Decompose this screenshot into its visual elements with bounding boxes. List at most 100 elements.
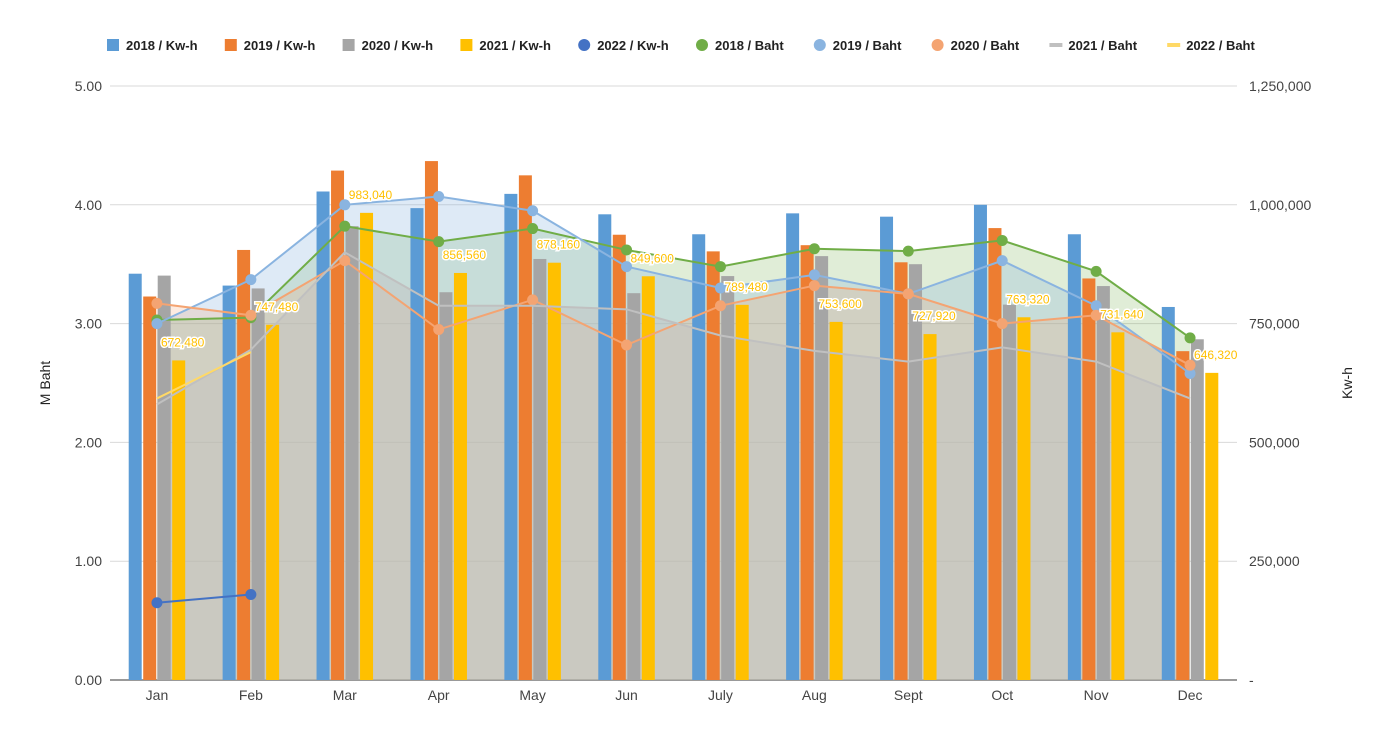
bar-2021-kw-h (360, 212, 374, 681)
x-axis-tick-label: Mar (333, 687, 357, 703)
bar-2019-kw-h (518, 175, 532, 681)
bar-2018-kw-h (1161, 306, 1175, 680)
data-label: 731,640 (1100, 307, 1144, 321)
legend-swatch-square (460, 39, 473, 51)
bar-2021-kw-h (923, 334, 937, 680)
legend-item-2018-kw-h[interactable]: 2018 / Kw-h (107, 38, 198, 53)
point-2018-baht (433, 236, 445, 248)
bar-2021-kw-h (1017, 317, 1031, 680)
bar-2020-kw-h (1002, 304, 1016, 680)
point-2020-baht (902, 288, 914, 300)
legend-label: 2022 / Kw-h (597, 38, 669, 53)
legend-item-2019-baht[interactable]: 2019 / Baht (813, 38, 902, 53)
bar-2019-kw-h (612, 234, 626, 680)
right-axis-title: Kw-h (1339, 367, 1355, 399)
bar-2018-kw-h (316, 191, 330, 681)
data-label: 753,600 (818, 297, 862, 311)
gridlines (110, 85, 1237, 681)
line-2018-baht (156, 225, 1191, 339)
legend-swatch-square (342, 39, 355, 51)
data-labels: 672,480 747,480 983,040 856,560 878,160 849,6… (159, 186, 1239, 363)
x-axis-tick-label: July (708, 687, 733, 703)
point-2019-baht (714, 282, 726, 294)
bar-2020-kw-h (1096, 286, 1110, 680)
bar-2020-kw-h (345, 226, 359, 680)
legend-swatch-dot (931, 39, 944, 51)
legend-swatch-dash (1167, 43, 1181, 47)
point-2019-baht (996, 255, 1008, 267)
x-axis-tick-label: Aug (802, 687, 827, 703)
bar-2018-kw-h (222, 285, 236, 680)
right-axis-tick-label: 250,000 (1249, 553, 1300, 569)
left-axis-tick-label: 1.00 (75, 553, 102, 569)
left-axis-title: M Baht (37, 361, 53, 405)
legend-label: 2018 / Kw-h (126, 38, 198, 53)
point-2020-baht (527, 294, 539, 306)
bar-2018-kw-h (880, 216, 894, 680)
point-2018-baht (621, 244, 633, 256)
bar-2020-kw-h (1190, 339, 1204, 680)
data-label: 763,320 (1006, 292, 1050, 306)
point-2018-baht (527, 223, 539, 235)
bar-2018-kw-h (410, 208, 424, 680)
point-2019-baht (621, 261, 633, 273)
bar-2019-kw-h (800, 245, 814, 680)
legend-swatch-dot (813, 39, 826, 51)
bar-2021-kw-h (547, 262, 561, 680)
point-2018-baht (1090, 265, 1102, 277)
legend-label: 2019 / Kw-h (244, 38, 316, 53)
legend-item-2022-kw-h[interactable]: 2022 / Kw-h (578, 38, 669, 53)
legend-swatch-square (224, 39, 237, 51)
bar-2021-kw-h (1111, 332, 1125, 680)
point-2019-baht (1184, 367, 1196, 379)
legend-item-2019-kw-h[interactable]: 2019 / Kw-h (224, 38, 316, 53)
legend-swatch-dash (1049, 43, 1063, 47)
legend-swatch-dot (696, 39, 708, 51)
point-2022-kw-h (245, 588, 257, 600)
legend-label: 2020 / Kw-h (362, 38, 434, 53)
data-label: 747,480 (255, 300, 299, 314)
legend-label: 2020 / Baht (951, 38, 1020, 53)
right-axis-tick-label: 1,250,000 (1249, 78, 1311, 94)
data-label: 727,920 (912, 309, 956, 323)
bar-2020-kw-h (533, 258, 547, 680)
bar-2018-kw-h (598, 214, 612, 680)
line-2022-baht (156, 351, 252, 400)
left-axis-tick-label: 0.00 (75, 672, 102, 688)
point-2018-baht (808, 243, 820, 255)
legend-item-2020-kw-h[interactable]: 2020 / Kw-h (342, 38, 434, 53)
left-axis-tick-label: 4.00 (75, 197, 102, 213)
bar-2020-kw-h (439, 292, 453, 680)
legend-label: 2019 / Baht (833, 38, 902, 53)
x-axis-tick-label: Apr (428, 687, 450, 703)
legend-label: 2021 / Kw-h (479, 38, 551, 53)
legend[interactable]: 2018 / Kw-h 2019 / Kw-h 2020 / Kw-h 2021 / … (107, 38, 1256, 53)
left-axis-tick-label: 5.00 (75, 78, 102, 94)
legend-item-2020-baht[interactable]: 2020 / Baht (931, 38, 1020, 53)
data-label: 789,480 (724, 280, 768, 294)
bar-2019-kw-h (331, 170, 345, 680)
bar-2019-kw-h (424, 161, 438, 680)
bar-2019-kw-h (1176, 351, 1190, 680)
data-label: 672,480 (161, 335, 205, 349)
bar-2018-kw-h (692, 234, 706, 681)
legend-item-2022-baht[interactable]: 2022 / Baht (1167, 38, 1256, 53)
axes: 0.00 - 1.00 250,000 2.00 500,000 3.00 750,000 4.… (37, 78, 1355, 703)
legend-item-2018-baht[interactable]: 2018 / Baht (696, 38, 784, 53)
point-2020-baht (245, 309, 257, 321)
legend-item-2021-baht[interactable]: 2021 / Baht (1049, 38, 1138, 53)
line-2019-baht (156, 195, 1191, 375)
point-2018-baht (339, 220, 351, 232)
x-axis-tick-label: Oct (991, 687, 1013, 703)
bar-2019-kw-h (706, 251, 720, 680)
bar-2019-kw-h (894, 262, 908, 680)
bar-2019-kw-h (1082, 278, 1096, 680)
legend-swatch-square (107, 39, 119, 51)
left-axis-tick-label: 3.00 (75, 316, 102, 332)
legend-item-2021-kw-h[interactable]: 2021 / Kw-h (460, 38, 551, 53)
point-2018-baht (1184, 332, 1196, 344)
bar-2018-kw-h (786, 213, 800, 680)
point-2020-baht (1090, 309, 1102, 321)
legend-label: 2022 / Baht (1186, 38, 1255, 53)
area-fills (156, 196, 1191, 680)
